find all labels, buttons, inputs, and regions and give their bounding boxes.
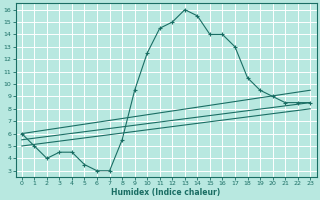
X-axis label: Humidex (Indice chaleur): Humidex (Indice chaleur) [111,188,221,197]
